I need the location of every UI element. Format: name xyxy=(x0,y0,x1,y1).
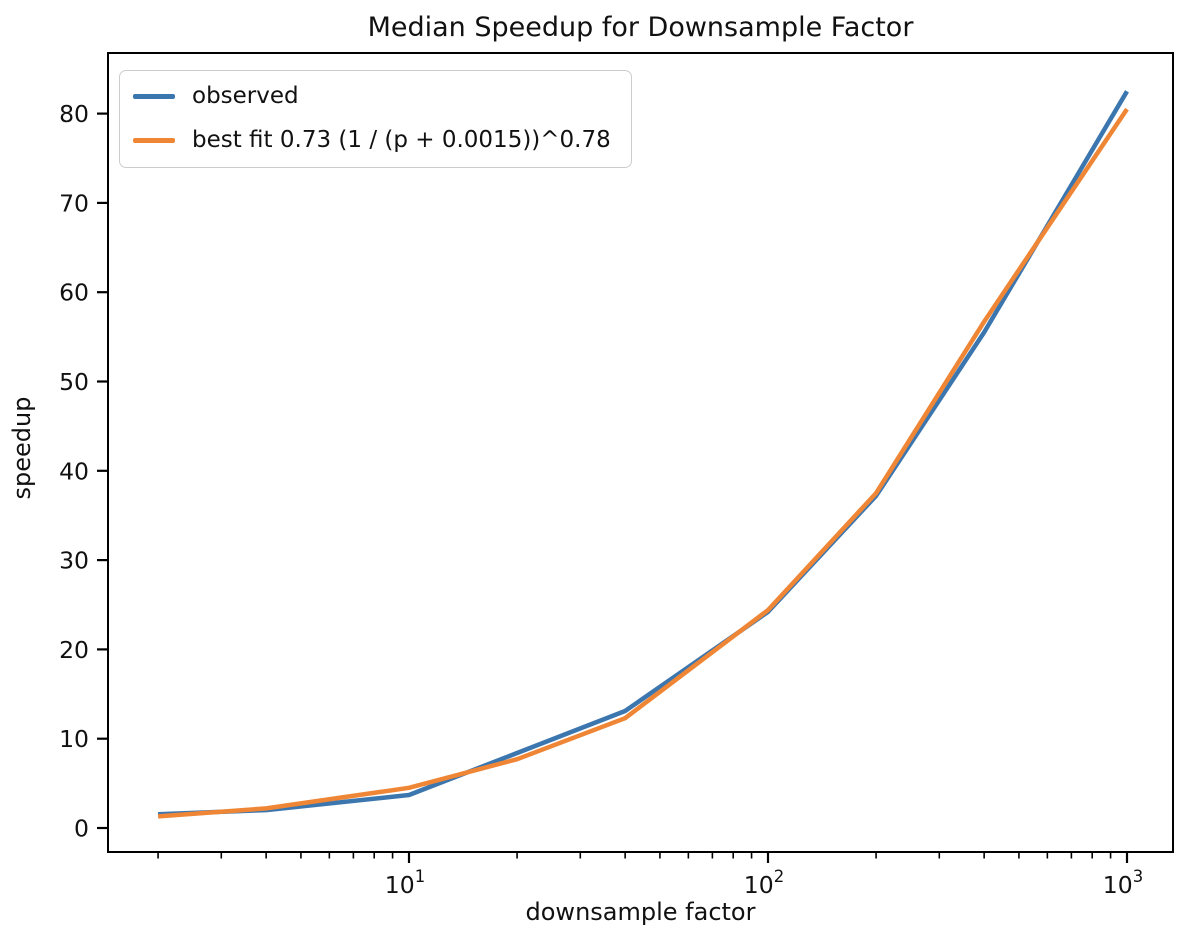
y-tick-label: 70 xyxy=(59,189,89,217)
y-tick-label: 60 xyxy=(59,279,89,307)
y-tick-label: 30 xyxy=(59,547,89,575)
y-tick-label: 20 xyxy=(59,636,89,664)
x-tick-label: 103 xyxy=(1103,867,1143,899)
plot-border xyxy=(107,52,1174,853)
y-axis-label: speedup xyxy=(8,396,36,500)
chart-title: Median Speedup for Downsample Factor xyxy=(367,12,914,43)
x-tick-label: 102 xyxy=(744,867,784,899)
y-tick-label: 40 xyxy=(59,457,89,485)
y-tick-label: 10 xyxy=(59,725,89,753)
legend-item-observed: observed xyxy=(133,79,611,113)
y-tick-label: 0 xyxy=(74,815,89,843)
legend-label-best-fit: best fit 0.73 (1 / (p + 0.0015))^0.78 xyxy=(192,127,611,153)
legend-item-best-fit: best fit 0.73 (1 / (p + 0.0015))^0.78 xyxy=(133,123,611,157)
x-tick-label: 101 xyxy=(385,867,425,899)
y-tick-label: 80 xyxy=(59,100,89,128)
observed-line xyxy=(158,90,1129,817)
legend: observed best fit 0.73 (1 / (p + 0.0015)… xyxy=(119,70,632,168)
y-tick-label: 50 xyxy=(59,368,89,396)
legend-label-observed: observed xyxy=(192,83,299,109)
best-fit-line xyxy=(157,107,1129,819)
legend-line-observed-icon xyxy=(133,93,175,99)
legend-line-best-fit-icon xyxy=(133,137,175,143)
x-axis-label: downsample factor xyxy=(525,898,756,926)
